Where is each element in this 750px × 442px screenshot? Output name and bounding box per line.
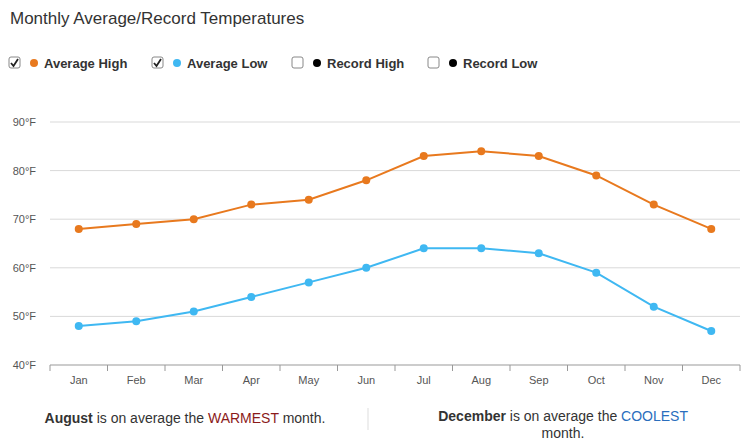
x-tick-label: Oct: [588, 374, 605, 386]
legend-marker: [449, 59, 457, 67]
point: [592, 171, 600, 179]
point: [305, 278, 313, 286]
grid-line: [50, 219, 740, 220]
legend-marker: [313, 59, 321, 67]
point: [247, 201, 255, 209]
annotation-part: December: [438, 408, 506, 424]
legend-label[interactable]: Record High: [327, 56, 404, 71]
x-tick-label: Nov: [644, 374, 664, 386]
x-tick: [107, 365, 108, 371]
point: [190, 215, 198, 223]
point: [650, 201, 658, 209]
y-tick-label: 40°F: [13, 359, 37, 371]
point: [190, 308, 198, 316]
legend-checkmark: [11, 59, 18, 66]
y-tick-label: 90°F: [13, 116, 37, 128]
x-tick: [395, 365, 396, 371]
legend-marker: [30, 59, 38, 67]
y-tick-label: 70°F: [13, 213, 37, 225]
x-tick-label: Jul: [417, 374, 431, 386]
point: [247, 293, 255, 301]
x-tick: [625, 365, 626, 371]
x-tick: [50, 365, 51, 371]
point: [420, 152, 428, 160]
x-tick-label: Jun: [357, 374, 375, 386]
y-tick-label: 60°F: [13, 262, 37, 274]
legend-checkmark: [154, 59, 161, 66]
annotation-part: is on average the: [510, 408, 617, 424]
point: [420, 244, 428, 252]
x-tick-label: Aug: [471, 374, 491, 386]
annotation-part: month.: [283, 410, 326, 426]
point: [535, 152, 543, 160]
point: [362, 176, 370, 184]
point: [362, 264, 370, 272]
chart: Monthly Average/Record Temperatures Avera…: [0, 0, 750, 442]
x-tick: [222, 365, 223, 371]
grid-line: [50, 267, 740, 268]
legend-label[interactable]: Average Low: [187, 56, 268, 71]
grid-line: [50, 170, 740, 171]
plot-area: [75, 147, 716, 335]
x-tick-label: Feb: [127, 374, 146, 386]
point: [75, 322, 83, 330]
series-line: [79, 151, 712, 229]
x-tick: [510, 365, 511, 371]
legend-checkbox[interactable]: [428, 57, 439, 68]
point: [535, 249, 543, 257]
point: [132, 220, 140, 228]
grid-line: [50, 122, 740, 123]
annotation-part: COOLEST: [621, 408, 688, 424]
annotation: August is on average the WARMEST month.: [10, 410, 360, 427]
x-tick-label: Sep: [529, 374, 549, 386]
x-tick-label: Dec: [701, 374, 721, 386]
point: [305, 196, 313, 204]
x-tick: [280, 365, 281, 371]
x-tick-label: Jan: [70, 374, 88, 386]
legend-checkbox[interactable]: [9, 57, 20, 68]
title: Monthly Average/Record Temperatures: [10, 9, 304, 28]
annotation-part: WARMEST: [208, 410, 279, 426]
x-tick: [165, 365, 166, 371]
x-tick-label: Mar: [184, 374, 203, 386]
legend-marker: [173, 59, 181, 67]
point: [592, 269, 600, 277]
x-tick: [567, 365, 568, 371]
annotation-part: August: [45, 410, 93, 426]
divider: [368, 408, 369, 430]
point: [707, 225, 715, 233]
x-tick-label: May: [298, 374, 319, 386]
point: [707, 327, 715, 335]
point: [477, 244, 485, 252]
x-tick-label: Apr: [243, 374, 260, 386]
y-tick-label: 50°F: [13, 310, 37, 322]
x-tick: [740, 365, 741, 371]
series-line: [79, 248, 712, 331]
legend-label[interactable]: Average High: [44, 56, 127, 71]
grid-line: [50, 316, 740, 317]
annotation-part: is on average the: [97, 410, 204, 426]
point: [132, 317, 140, 325]
x-tick: [452, 365, 453, 371]
point: [477, 147, 485, 155]
point: [650, 303, 658, 311]
point: [75, 225, 83, 233]
annotation: December is on average the COOLEST month…: [428, 408, 698, 442]
x-tick: [337, 365, 338, 371]
y-tick-label: 80°F: [13, 165, 37, 177]
x-tick: [682, 365, 683, 371]
legend-label[interactable]: Record Low: [463, 56, 538, 71]
annotation-part: month.: [542, 425, 585, 441]
legend-checkbox[interactable]: [292, 57, 303, 68]
legend-checkbox[interactable]: [152, 57, 163, 68]
